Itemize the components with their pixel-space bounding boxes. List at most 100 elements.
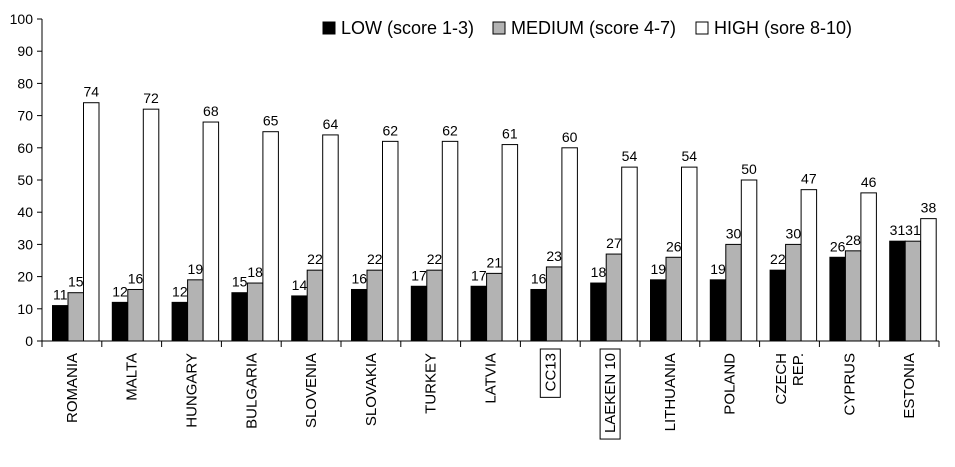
- data-label: 15: [68, 274, 84, 290]
- data-label: 28: [845, 232, 861, 248]
- data-label: 27: [606, 235, 622, 251]
- data-label: 14: [292, 277, 308, 293]
- bar-low: [709, 279, 727, 342]
- category-label: SLOVAKIA: [363, 353, 380, 426]
- category-label-text: SLOVENIA: [303, 353, 320, 428]
- data-label: 68: [203, 103, 219, 119]
- data-label: 16: [128, 270, 144, 286]
- bar-low: [650, 279, 667, 342]
- category-labels: ROMANIA MALTA HUNGARY BULGARIA SLOVENIA SLOVA…: [64, 348, 918, 440]
- category-label-text: CZECH: [773, 353, 790, 405]
- bar-medium: [486, 272, 503, 342]
- bar-medium: [665, 256, 682, 342]
- legend-swatch: [695, 21, 709, 35]
- category-label: MALTA: [124, 353, 141, 401]
- bar-medium: [904, 240, 922, 342]
- category-label: CC13: [539, 348, 561, 398]
- category-label-text: REP.: [790, 353, 807, 386]
- data-label: 22: [770, 251, 786, 267]
- data-label: 22: [307, 251, 323, 267]
- category-label: BULGARIA: [243, 353, 260, 429]
- category-label-text: HUNGARY: [184, 353, 201, 428]
- data-label: 54: [681, 148, 697, 164]
- bar-high: [561, 147, 578, 342]
- category-label-text: ROMANIA: [64, 353, 81, 423]
- category-label: POLAND: [722, 353, 739, 415]
- data-label: 31: [890, 222, 906, 238]
- category-highlight-box: [599, 348, 621, 440]
- y-tick-label: 50: [17, 172, 33, 188]
- bar-medium: [127, 288, 144, 342]
- data-label: 17: [471, 267, 487, 283]
- bar-medium: [785, 243, 802, 342]
- y-tick-label: 10: [17, 301, 33, 317]
- y-tick-label: 90: [17, 43, 33, 59]
- legend-label: HIGH (sore 8-10): [714, 18, 852, 38]
- bar-high: [800, 189, 818, 342]
- data-label: 31: [905, 222, 921, 238]
- data-label: 15: [232, 274, 248, 290]
- category-label-text: MALTA: [124, 353, 141, 401]
- legend-swatch: [492, 21, 506, 35]
- data-label: 16: [351, 270, 367, 286]
- bar-high: [441, 140, 459, 342]
- data-label: 62: [442, 122, 458, 138]
- data-label: 21: [487, 254, 503, 270]
- bar-high: [83, 102, 100, 342]
- data-label: 47: [801, 171, 817, 187]
- data-label: 17: [411, 267, 427, 283]
- x-axis: [41, 340, 940, 347]
- category-label: SLOVENIA: [303, 353, 320, 428]
- data-label: 61: [502, 126, 518, 142]
- category-label-text: LATVIA: [483, 353, 500, 404]
- data-label: 30: [786, 225, 802, 241]
- category-label-text: CYPRUS: [841, 353, 858, 416]
- y-tick-label: 70: [17, 108, 33, 124]
- data-label: 30: [726, 225, 742, 241]
- data-label: 18: [591, 264, 607, 280]
- bar-medium: [844, 250, 862, 342]
- y-tick-label: 20: [17, 269, 33, 285]
- y-tick-label: 40: [17, 204, 33, 220]
- bar-low: [52, 305, 69, 342]
- category-highlight-box: [539, 348, 561, 398]
- legend-label: MEDIUM (score 4-7): [511, 18, 676, 38]
- bar-medium: [605, 253, 623, 342]
- category-label-text: ESTONIA: [901, 353, 918, 419]
- y-tick-label: 30: [17, 236, 33, 252]
- data-label: 19: [710, 261, 726, 277]
- bar-medium: [67, 292, 84, 342]
- category-label: TURKEY: [423, 353, 440, 414]
- bar-high: [740, 179, 758, 342]
- bar-medium: [725, 243, 742, 342]
- category-label: ROMANIA: [64, 353, 81, 423]
- bar-high: [382, 140, 399, 342]
- bar-high: [621, 166, 638, 342]
- category-label-text: POLAND: [722, 353, 739, 415]
- y-tick-label: 60: [17, 140, 33, 156]
- data-label: 64: [323, 116, 339, 132]
- data-label: 23: [546, 248, 562, 264]
- category-label: LAEKEN 10: [599, 348, 621, 440]
- category-label: LITHUANIA: [662, 353, 679, 431]
- bar-high: [322, 134, 339, 342]
- data-label: 12: [112, 283, 128, 299]
- bar-medium: [306, 269, 324, 342]
- bar-low: [769, 269, 787, 342]
- category-label: HUNGARY: [184, 353, 201, 428]
- bar-medium: [187, 279, 204, 342]
- y-axis: 0 10 20 30 40 50 60 70 80 90 100: [10, 11, 43, 349]
- category-label-text: SLOVAKIA: [363, 353, 380, 426]
- data-label: 12: [172, 283, 188, 299]
- category-label-text: CC13: [542, 353, 559, 391]
- bar-high: [142, 108, 160, 342]
- bar-high: [262, 131, 279, 342]
- category-label: LATVIA: [483, 353, 500, 404]
- bar-high: [860, 192, 877, 342]
- bar-high: [920, 218, 937, 342]
- data-label: 11: [53, 287, 68, 303]
- bars: [52, 102, 937, 342]
- bar-low: [231, 292, 248, 342]
- bar-high: [501, 144, 519, 342]
